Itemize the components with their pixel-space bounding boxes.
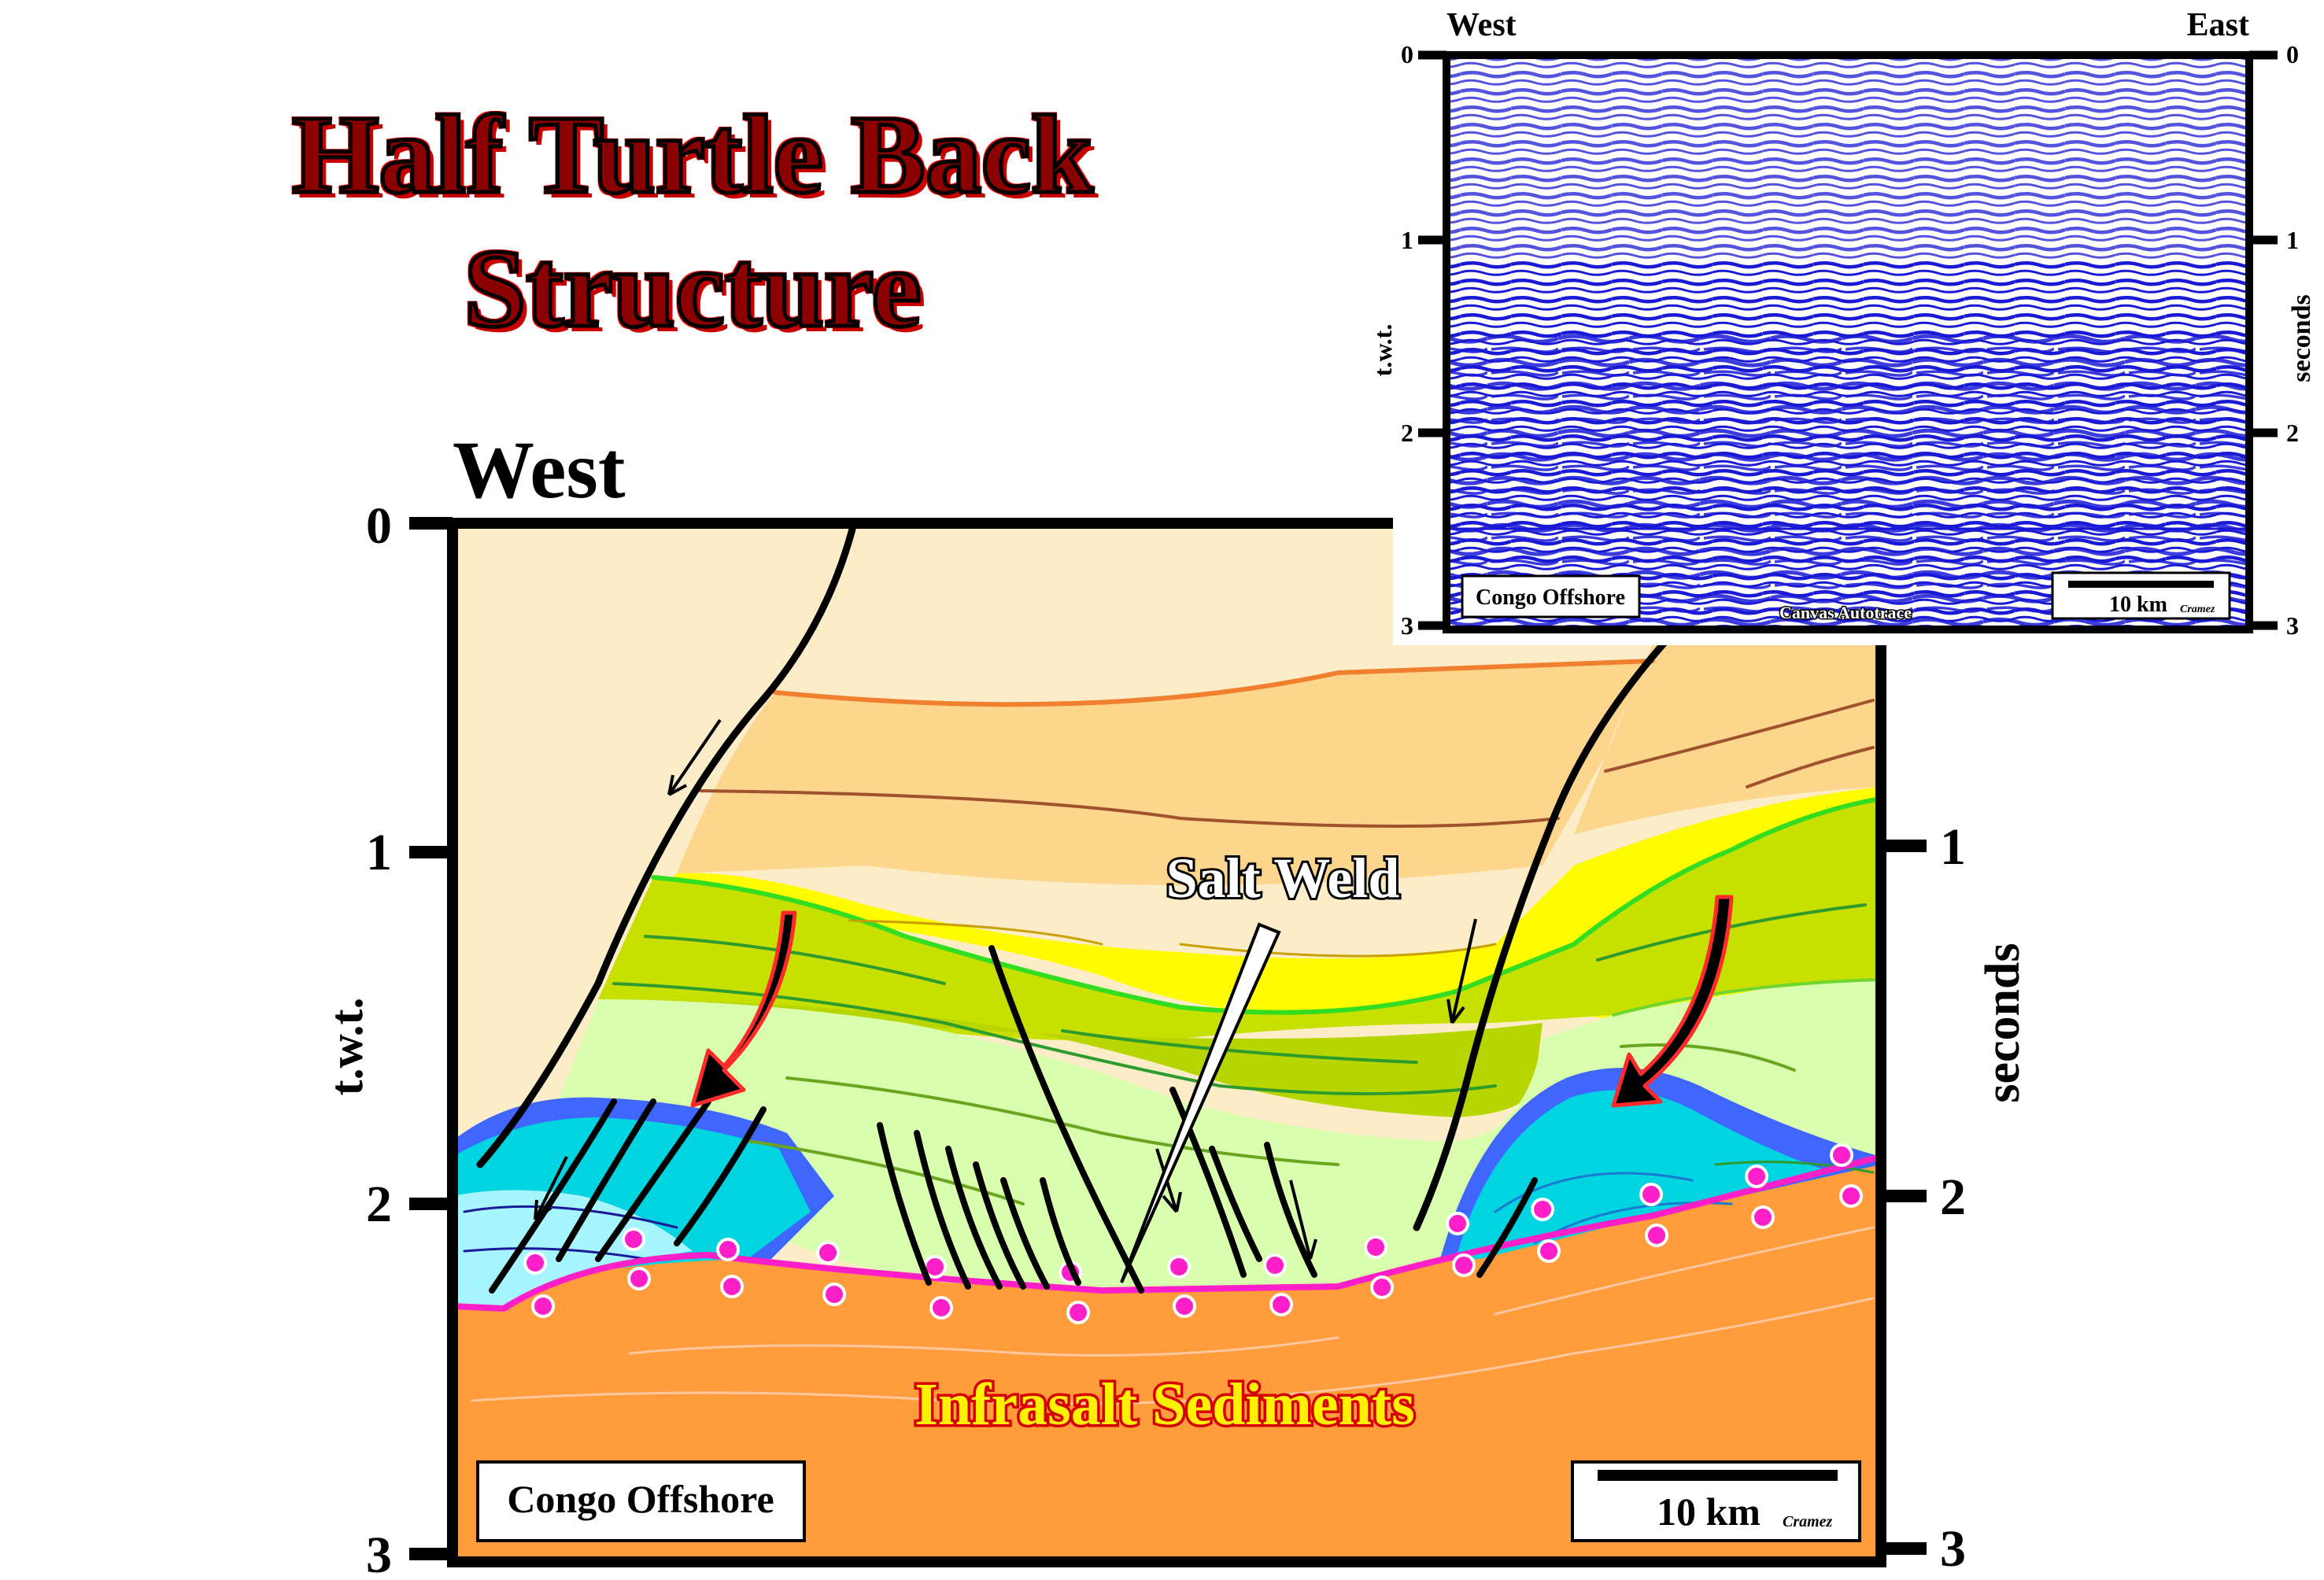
inset-scale-label: 10 km xyxy=(2109,592,2167,617)
inset-tick-3: 3 xyxy=(1401,611,1413,640)
pale-green-layer xyxy=(551,980,1881,1290)
right-axis-label: seconds xyxy=(1976,943,2030,1102)
salt-weld-label: Salt Weld xyxy=(1166,847,1400,910)
inset-east-label: East xyxy=(2187,7,2249,43)
orange-layer-right xyxy=(1574,622,1881,834)
inset-location-label: Congo Offshore xyxy=(1476,585,1625,610)
orange-layer xyxy=(677,661,1653,885)
location-box xyxy=(476,1460,806,1542)
inset-scale-credit: Cramez xyxy=(2180,604,2215,615)
salt-weld-pointer xyxy=(1120,922,1281,1283)
scale-bar xyxy=(1598,1470,1838,1481)
axis-ticks xyxy=(409,517,1927,1560)
main-section: West 0 1 2 3 1 2 3 t.w.t. seconds Salt W… xyxy=(320,425,2030,1580)
tick-label-1-right: 1 xyxy=(1940,818,1966,876)
location-box-label: Congo Offshore xyxy=(507,1477,774,1521)
left-axis-label: t.w.t. xyxy=(320,998,372,1096)
section-frame xyxy=(447,518,1886,1567)
inset-west-label: West xyxy=(1446,7,1517,43)
scale-bar-label: 10 km xyxy=(1657,1490,1761,1534)
inset-frame xyxy=(1443,51,2253,633)
inset-scale-bar xyxy=(2068,581,2214,588)
infrasalt-label: Infrasalt Sediments xyxy=(914,1371,1414,1438)
scale-bar-credit: Cramez xyxy=(1783,1513,1833,1530)
inset-axis-ticks xyxy=(1418,50,2278,630)
minor-faults xyxy=(489,945,1538,1294)
title-line-2: Structure xyxy=(462,226,923,350)
olive-green-layer xyxy=(598,799,1881,1041)
tick-label-3-right: 3 xyxy=(1940,1520,1966,1578)
title-line-1: Half Turtle Back xyxy=(290,92,1095,216)
salt-weld-dots xyxy=(523,1143,1863,1324)
direction-west-label: West xyxy=(453,425,626,515)
inset-scale-box xyxy=(2051,571,2231,620)
tick-label-1: 1 xyxy=(366,824,392,881)
inset-tick-1: 1 xyxy=(1401,226,1413,254)
red-movement-arrows xyxy=(690,895,1734,1108)
inset-tick-1-right: 1 xyxy=(2286,226,2299,254)
inset-processing-label: Canvas Autotrace xyxy=(1779,603,1912,622)
tick-label-3: 3 xyxy=(366,1526,392,1580)
slip-arrows xyxy=(534,718,1477,1261)
tick-label-2: 2 xyxy=(366,1176,392,1233)
tick-label-2-right: 2 xyxy=(1940,1168,1966,1226)
inset-tick-3-right: 3 xyxy=(2286,611,2299,640)
inset-tick-2: 2 xyxy=(1401,419,1413,447)
inset-right-axis-label: seconds xyxy=(2287,294,2316,382)
olive-lower-band xyxy=(598,999,1543,1117)
inset-tick-0-right: 0 xyxy=(2286,40,2299,68)
inset-location-box xyxy=(1461,574,1641,618)
inset-tick-0: 0 xyxy=(1401,40,1413,68)
inset-seismic: West East 0 1 2 3 0 1 2 3 t.w.t. seconds… xyxy=(1369,0,2324,645)
inset-left-axis-label: t.w.t. xyxy=(1369,324,1397,377)
inset-tick-2-right: 2 xyxy=(2286,419,2299,447)
tick-label-0: 0 xyxy=(366,497,392,555)
major-faults xyxy=(476,523,1680,1231)
infrasalt-body xyxy=(453,1157,1881,1562)
